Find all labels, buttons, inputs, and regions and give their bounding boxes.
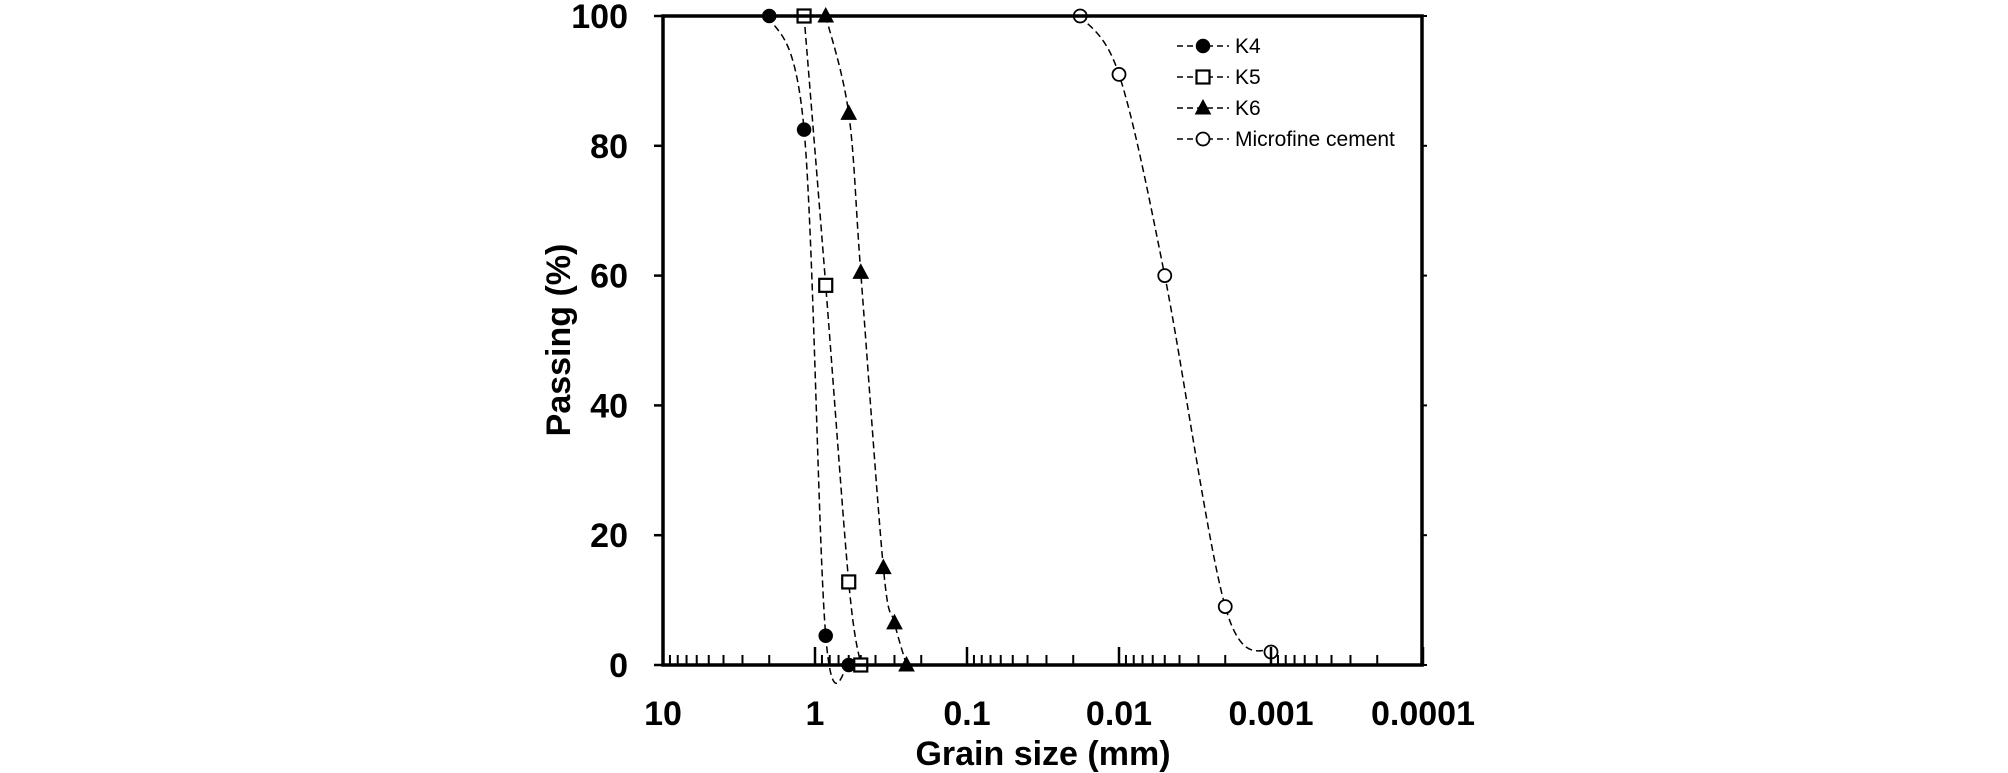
y-tick-label: 40: [590, 387, 628, 425]
legend: K4 K5 K6 Microfine cement: [1177, 35, 1395, 151]
data-point-k6: [886, 613, 903, 630]
series-line-k6: [825, 15, 908, 666]
series-line-k4: [768, 15, 850, 684]
y-tick-label: 20: [590, 517, 628, 555]
data-point-k4: [796, 122, 812, 137]
legend-label-microfine-cement: Microfine cement: [1235, 128, 1395, 151]
data-point-k5: [841, 574, 857, 590]
data-point-k4: [818, 628, 833, 644]
x-tick-label: 0.1: [943, 695, 990, 733]
data-point-k6: [840, 104, 858, 120]
data-point-k6: [875, 558, 892, 575]
plot-frame: [661, 14, 1424, 667]
x-tick-label: 0.01: [1086, 695, 1152, 733]
legend-marker-k4: [1195, 38, 1211, 54]
y-axis-title: Passing (%): [540, 244, 578, 437]
legend-marker-k6: [1194, 98, 1212, 115]
x-tick-label: 1: [806, 695, 825, 733]
x-tick-label: 0.0001: [1371, 695, 1475, 733]
x-axis-title: Grain size (mm): [915, 735, 1170, 773]
y-tick-label: 0: [609, 647, 628, 685]
data-point-k5: [818, 277, 834, 293]
legend-label-k5: K5: [1235, 66, 1261, 89]
x-tick-label: 0.001: [1228, 695, 1313, 733]
data-point-microfine-cement: [1111, 67, 1127, 82]
legend-label-k4: K4: [1235, 35, 1261, 58]
y-tick-label: 60: [590, 258, 628, 296]
axis-ticks: 10 1 0.1 0.01 0.001 0.0001 0 20 40 60 80 100: [571, 0, 1475, 733]
legend-label-k6: K6: [1235, 97, 1261, 120]
data-point-k6: [852, 263, 870, 279]
y-tick-label: 100: [571, 0, 628, 36]
legend-marker-k5: [1195, 69, 1211, 85]
data-point-microfine-cement: [1217, 599, 1233, 614]
legend-marker-microfine-cement: [1195, 131, 1211, 147]
y-tick-label: 80: [590, 128, 628, 166]
data-point-microfine-cement: [1157, 268, 1173, 284]
series-layer: [761, 6, 1279, 684]
x-tick-label: 10: [644, 695, 682, 733]
series-line-k5: [803, 15, 862, 666]
